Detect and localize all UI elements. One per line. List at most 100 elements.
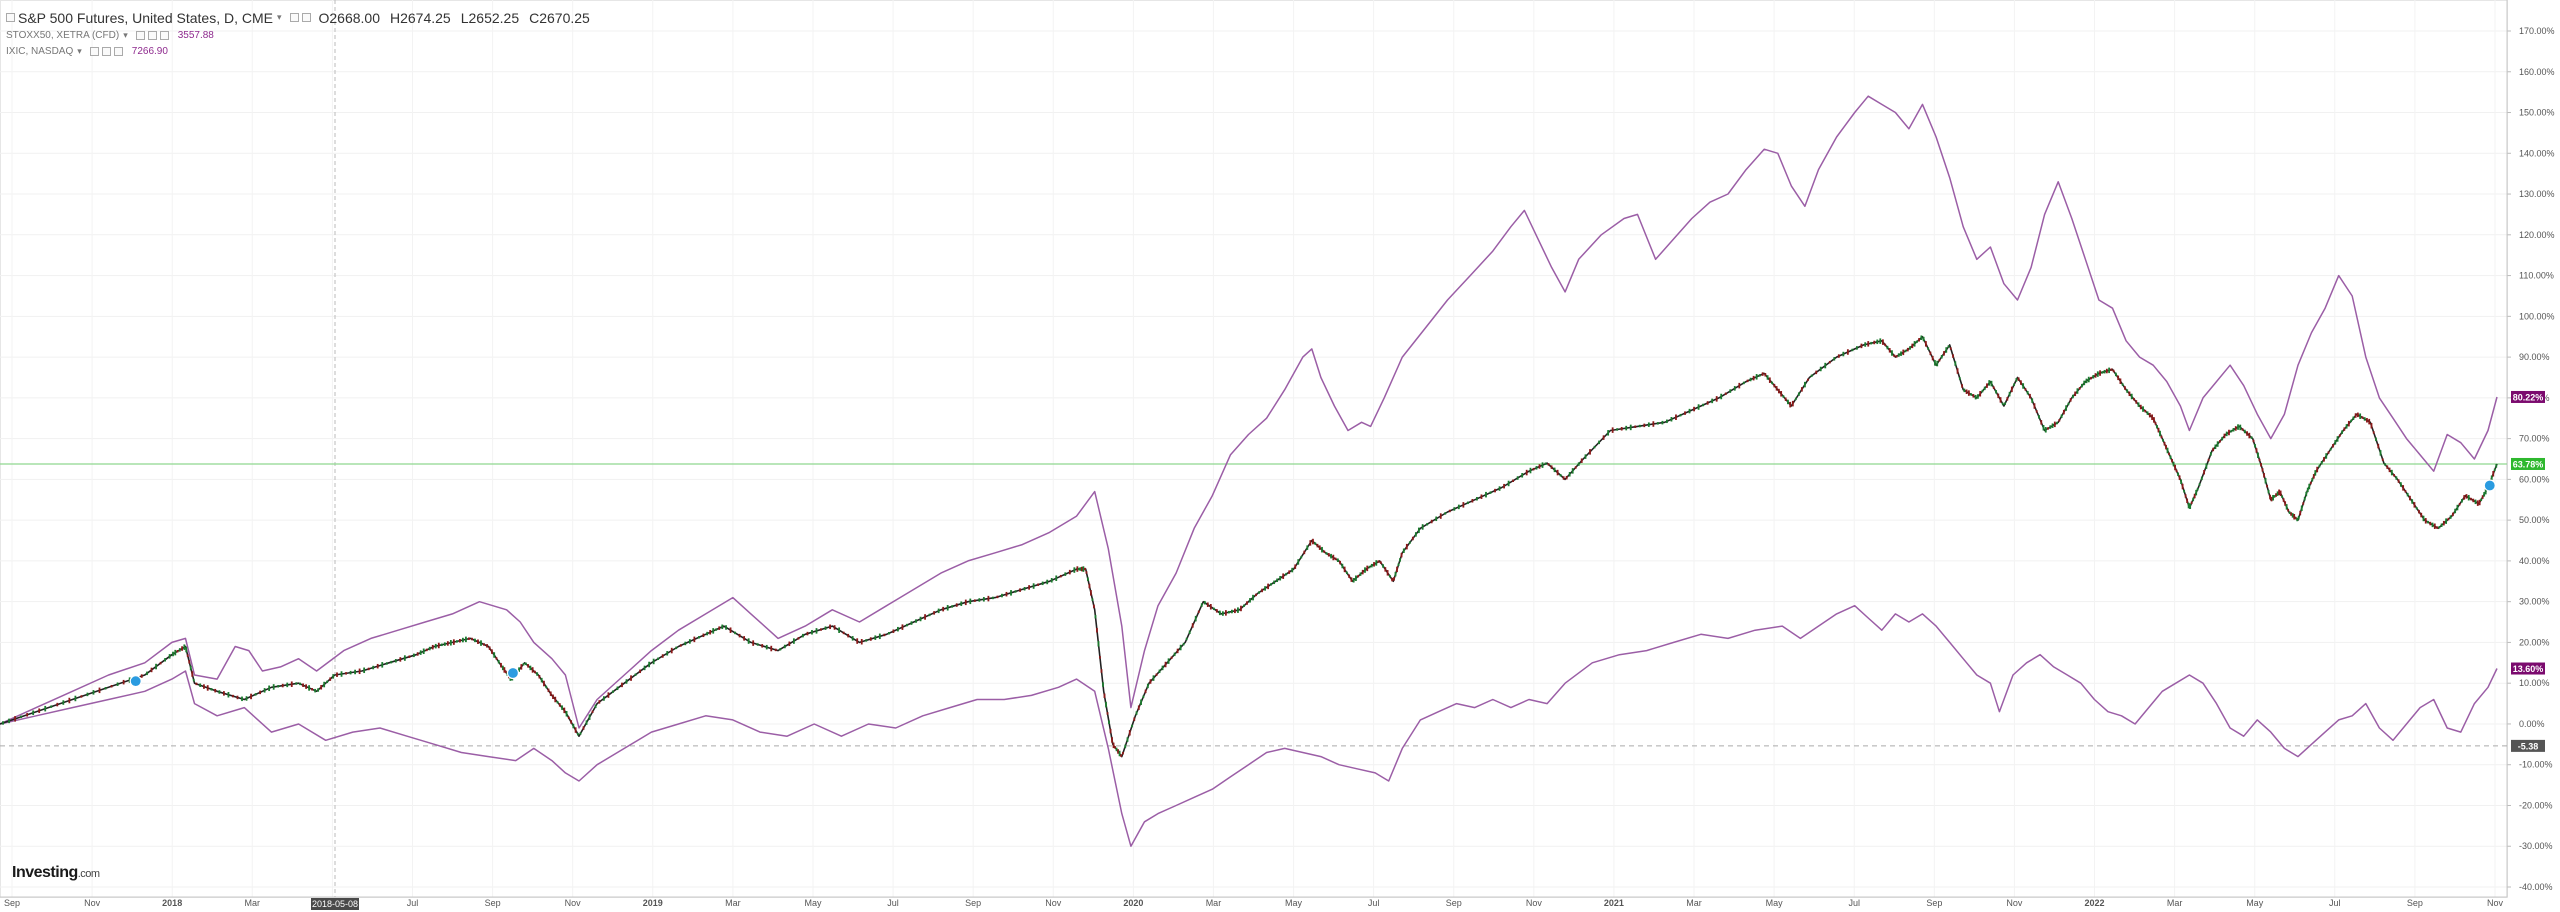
candle bbox=[955, 603, 958, 607]
candle bbox=[1173, 652, 1176, 657]
hide-icon[interactable] bbox=[101, 46, 111, 56]
candle bbox=[543, 680, 545, 687]
candle bbox=[381, 662, 384, 668]
candle bbox=[856, 638, 859, 644]
candle bbox=[1339, 560, 1342, 565]
candle bbox=[878, 633, 881, 640]
candle bbox=[2038, 415, 2040, 419]
candle bbox=[2108, 367, 2111, 374]
hide-icon[interactable] bbox=[147, 30, 157, 40]
candle bbox=[326, 680, 329, 684]
candle bbox=[706, 631, 709, 636]
candle bbox=[612, 690, 614, 693]
hide-icon[interactable] bbox=[301, 13, 311, 22]
settings-icon[interactable] bbox=[135, 30, 145, 40]
candle bbox=[1634, 425, 1637, 428]
candle bbox=[462, 637, 464, 643]
candle bbox=[2156, 424, 2158, 429]
candle bbox=[2153, 417, 2155, 423]
candle bbox=[2312, 474, 2315, 479]
candle bbox=[385, 662, 388, 665]
candle bbox=[2372, 431, 2375, 434]
candle bbox=[924, 614, 926, 620]
candle bbox=[2015, 378, 2018, 382]
candle bbox=[1076, 566, 1079, 572]
logo-brand: Investing bbox=[12, 864, 78, 881]
candle bbox=[2225, 431, 2228, 437]
collapse-icon[interactable] bbox=[6, 13, 15, 22]
candle bbox=[1357, 574, 1360, 578]
candle bbox=[2241, 428, 2244, 431]
candle bbox=[2209, 452, 2212, 456]
y-tick-label: 120.00% bbox=[2519, 230, 2555, 240]
candle bbox=[2151, 414, 2153, 420]
compare-value: 3557.88 bbox=[177, 29, 214, 41]
candle bbox=[1382, 564, 1384, 568]
candle bbox=[1215, 609, 1218, 613]
candle bbox=[761, 644, 764, 648]
candle bbox=[2198, 483, 2201, 486]
candle bbox=[2062, 409, 2065, 415]
candle bbox=[1773, 383, 1776, 388]
candle bbox=[1988, 380, 1991, 386]
chevron-down-icon[interactable]: ▾ bbox=[77, 45, 82, 56]
candle bbox=[20, 715, 23, 719]
logo-suffix: .com bbox=[77, 868, 100, 880]
legend-compare-stoxx[interactable]: STOXX50, XETRA (CFD) ▾ 3557.88 bbox=[6, 27, 600, 43]
candle bbox=[1285, 572, 1288, 576]
candle bbox=[1303, 550, 1306, 555]
candle bbox=[455, 640, 458, 643]
y-tick-label: -10.00% bbox=[2519, 760, 2553, 770]
candle bbox=[1158, 669, 1161, 674]
candle bbox=[186, 654, 189, 657]
candle bbox=[538, 674, 541, 679]
candle bbox=[570, 720, 572, 724]
chevron-down-icon[interactable]: ▾ bbox=[276, 12, 282, 22]
legend-compare-nasdaq[interactable]: IXIC, NASDAQ ▾ 7266.90 bbox=[6, 43, 600, 59]
candle bbox=[286, 682, 289, 688]
candle bbox=[1979, 391, 1982, 397]
candle bbox=[1584, 454, 1587, 459]
candle bbox=[503, 667, 506, 673]
candle bbox=[2270, 496, 2273, 502]
candle bbox=[263, 688, 266, 693]
candle bbox=[2246, 431, 2248, 436]
candle bbox=[449, 640, 452, 646]
candle bbox=[1334, 557, 1337, 561]
candle bbox=[2490, 475, 2493, 480]
candle bbox=[648, 661, 651, 668]
candle bbox=[2478, 499, 2481, 506]
candle bbox=[232, 694, 234, 698]
candle bbox=[2375, 437, 2377, 442]
candle bbox=[2266, 484, 2268, 488]
candle bbox=[1103, 693, 1106, 699]
candle bbox=[1224, 610, 1227, 616]
candle bbox=[1161, 665, 1164, 671]
candle bbox=[2128, 391, 2131, 397]
candle bbox=[2291, 513, 2294, 518]
candle bbox=[2418, 509, 2420, 514]
candle bbox=[2049, 425, 2052, 429]
candle bbox=[1182, 642, 1185, 646]
candle bbox=[477, 639, 479, 644]
candle bbox=[792, 638, 795, 644]
candle bbox=[563, 707, 566, 714]
investing-logo[interactable]: Investing.com bbox=[12, 864, 100, 882]
candle bbox=[1444, 512, 1447, 515]
remove-icon[interactable] bbox=[159, 30, 169, 40]
x-tick-label: Sep bbox=[965, 898, 981, 908]
instrument-title: S&P 500 Futures, United States, D, CME bbox=[18, 9, 273, 26]
settings-icon[interactable] bbox=[289, 13, 299, 22]
remove-icon[interactable] bbox=[113, 46, 123, 56]
candle bbox=[1400, 552, 1403, 558]
settings-icon[interactable] bbox=[89, 46, 99, 56]
candle bbox=[1252, 594, 1254, 601]
candle bbox=[1661, 420, 1664, 425]
candle bbox=[2178, 475, 2181, 480]
candle bbox=[561, 705, 563, 710]
candle bbox=[440, 643, 443, 647]
candle bbox=[1064, 572, 1067, 576]
chevron-down-icon[interactable]: ▾ bbox=[123, 29, 128, 40]
